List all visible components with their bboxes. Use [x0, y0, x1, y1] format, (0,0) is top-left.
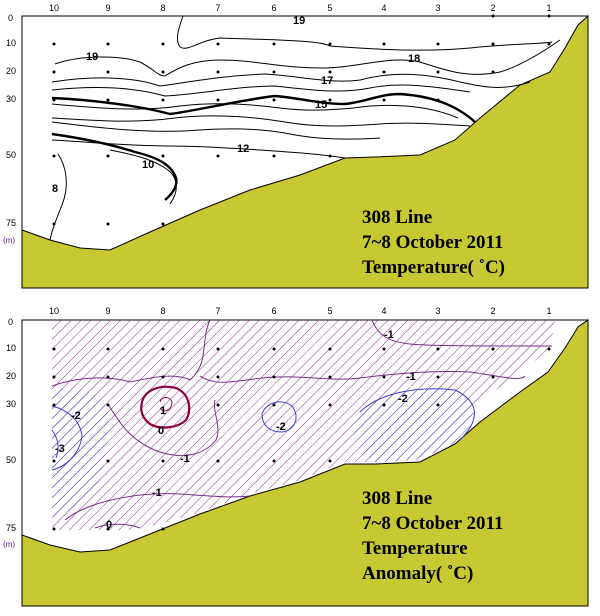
- station-axis: 10 9 8 7 6 5 4 3 2 1: [49, 3, 552, 13]
- title-line: 308 Line: [362, 488, 432, 509]
- station-label: 5: [327, 306, 332, 316]
- isotherm-10-thick: [51, 132, 178, 201]
- temperature-section-plot: 10 9 8 7 6 5 4 3 2 1 0 10 20 30 50 75 (m…: [3, 3, 589, 289]
- contour-label: 15: [315, 99, 327, 111]
- cold-anomaly-right: [355, 388, 475, 462]
- title-line: 308 Line: [362, 207, 432, 228]
- station-label: 6: [271, 3, 276, 13]
- depth-label: 50: [6, 455, 16, 465]
- sample-points: [52, 14, 551, 226]
- positive-anomaly-inner: [159, 397, 173, 412]
- temperature-section-panel: 10 9 8 7 6 5 4 3 2 1 0 10 20 30 50 75 (m…: [0, 0, 600, 300]
- contour-label: -2: [398, 393, 408, 405]
- title-line: Anomaly( ˚C): [362, 563, 473, 584]
- contour-label: -2: [71, 410, 81, 422]
- anomaly-hatched-region: [52, 320, 555, 530]
- depth-label: 30: [6, 94, 16, 104]
- contour-label: 18: [408, 53, 420, 65]
- station-label: 2: [490, 306, 495, 316]
- station-label: 9: [105, 306, 110, 316]
- panel-title: 308 Line 7~8 October 2011 Temperature An…: [362, 488, 503, 584]
- sample-points: [52, 347, 551, 531]
- seabed-terrain: [21, 319, 589, 607]
- positive-anomaly-contour: [140, 385, 191, 429]
- depth-label: 0: [8, 13, 13, 23]
- contour-label: -1: [384, 329, 394, 341]
- isotherm-15-thick: [51, 92, 476, 123]
- station-label: 9: [105, 3, 110, 13]
- station-label: 4: [381, 3, 386, 13]
- depth-axis: 0 10 20 30 50 75 (m): [3, 13, 16, 245]
- station-label: 3: [435, 3, 440, 13]
- contour-label: -1: [180, 453, 190, 465]
- title-line: 7~8 October 2011: [362, 232, 503, 253]
- contour-label: -3: [55, 443, 65, 455]
- depth-unit-label: (m): [3, 236, 15, 245]
- contour-label: -1: [152, 487, 162, 499]
- title-line: Temperature( ˚C): [362, 257, 505, 278]
- contour-labels: -1 -1 -2 -2 -2 -3 1 0 -1 -1 0: [55, 329, 416, 531]
- station-label: 1: [546, 3, 551, 13]
- depth-label: 10: [6, 38, 16, 48]
- contour-label: 1: [160, 405, 166, 417]
- depth-label: 10: [6, 343, 16, 353]
- contour-label: 0: [158, 425, 164, 437]
- station-axis: 10 9 8 7 6 5 4 3 2 1: [49, 306, 552, 316]
- depth-axis: 0 10 20 30 50 75 (m): [3, 317, 16, 549]
- depth-label: 30: [6, 399, 16, 409]
- station-label: 10: [49, 3, 59, 13]
- panel-title: 308 Line 7~8 October 2011 Temperature( ˚…: [362, 207, 505, 278]
- station-label: 2: [490, 3, 495, 13]
- anomaly-contours: [51, 319, 553, 529]
- station-label: 1: [546, 306, 551, 316]
- station-label: 7: [215, 306, 220, 316]
- station-label: 3: [435, 306, 440, 316]
- seabed-terrain: [21, 14, 589, 289]
- contour-labels: 19 19 18 17 15 12 10 8: [52, 15, 420, 195]
- depth-label: 75: [6, 218, 16, 228]
- anomaly-section-plot: 10 9 8 7 6 5 4 3 2 1 0 10 20 30 50 75 (m…: [3, 306, 589, 607]
- contour-label: 0: [106, 519, 112, 531]
- station-label: 5: [327, 3, 332, 13]
- contour-label: 17: [321, 75, 333, 87]
- contour-label: 12: [237, 143, 249, 155]
- anomaly-section-panel: 10 9 8 7 6 5 4 3 2 1 0 10 20 30 50 75 (m…: [0, 302, 600, 616]
- title-line: 7~8 October 2011: [362, 513, 503, 534]
- depth-unit-label: (m): [3, 540, 15, 549]
- contour-label: -1: [406, 371, 416, 383]
- contour-label: 19: [86, 51, 98, 63]
- station-label: 8: [160, 3, 165, 13]
- station-label: 8: [160, 306, 165, 316]
- cold-anomaly-left: [52, 387, 109, 516]
- depth-label: 20: [6, 371, 16, 381]
- station-label: 7: [215, 3, 220, 13]
- depth-label: 0: [8, 317, 13, 327]
- contour-label: 19: [293, 15, 305, 27]
- depth-label: 50: [6, 150, 16, 160]
- contour-label: -2: [276, 421, 286, 433]
- contour-label: 8: [52, 183, 58, 195]
- contour-label: 10: [142, 159, 154, 171]
- station-label: 4: [381, 306, 386, 316]
- depth-label: 75: [6, 523, 16, 533]
- title-line: Temperature: [362, 538, 468, 559]
- depth-label: 20: [6, 66, 16, 76]
- station-label: 6: [271, 306, 276, 316]
- station-label: 10: [49, 306, 59, 316]
